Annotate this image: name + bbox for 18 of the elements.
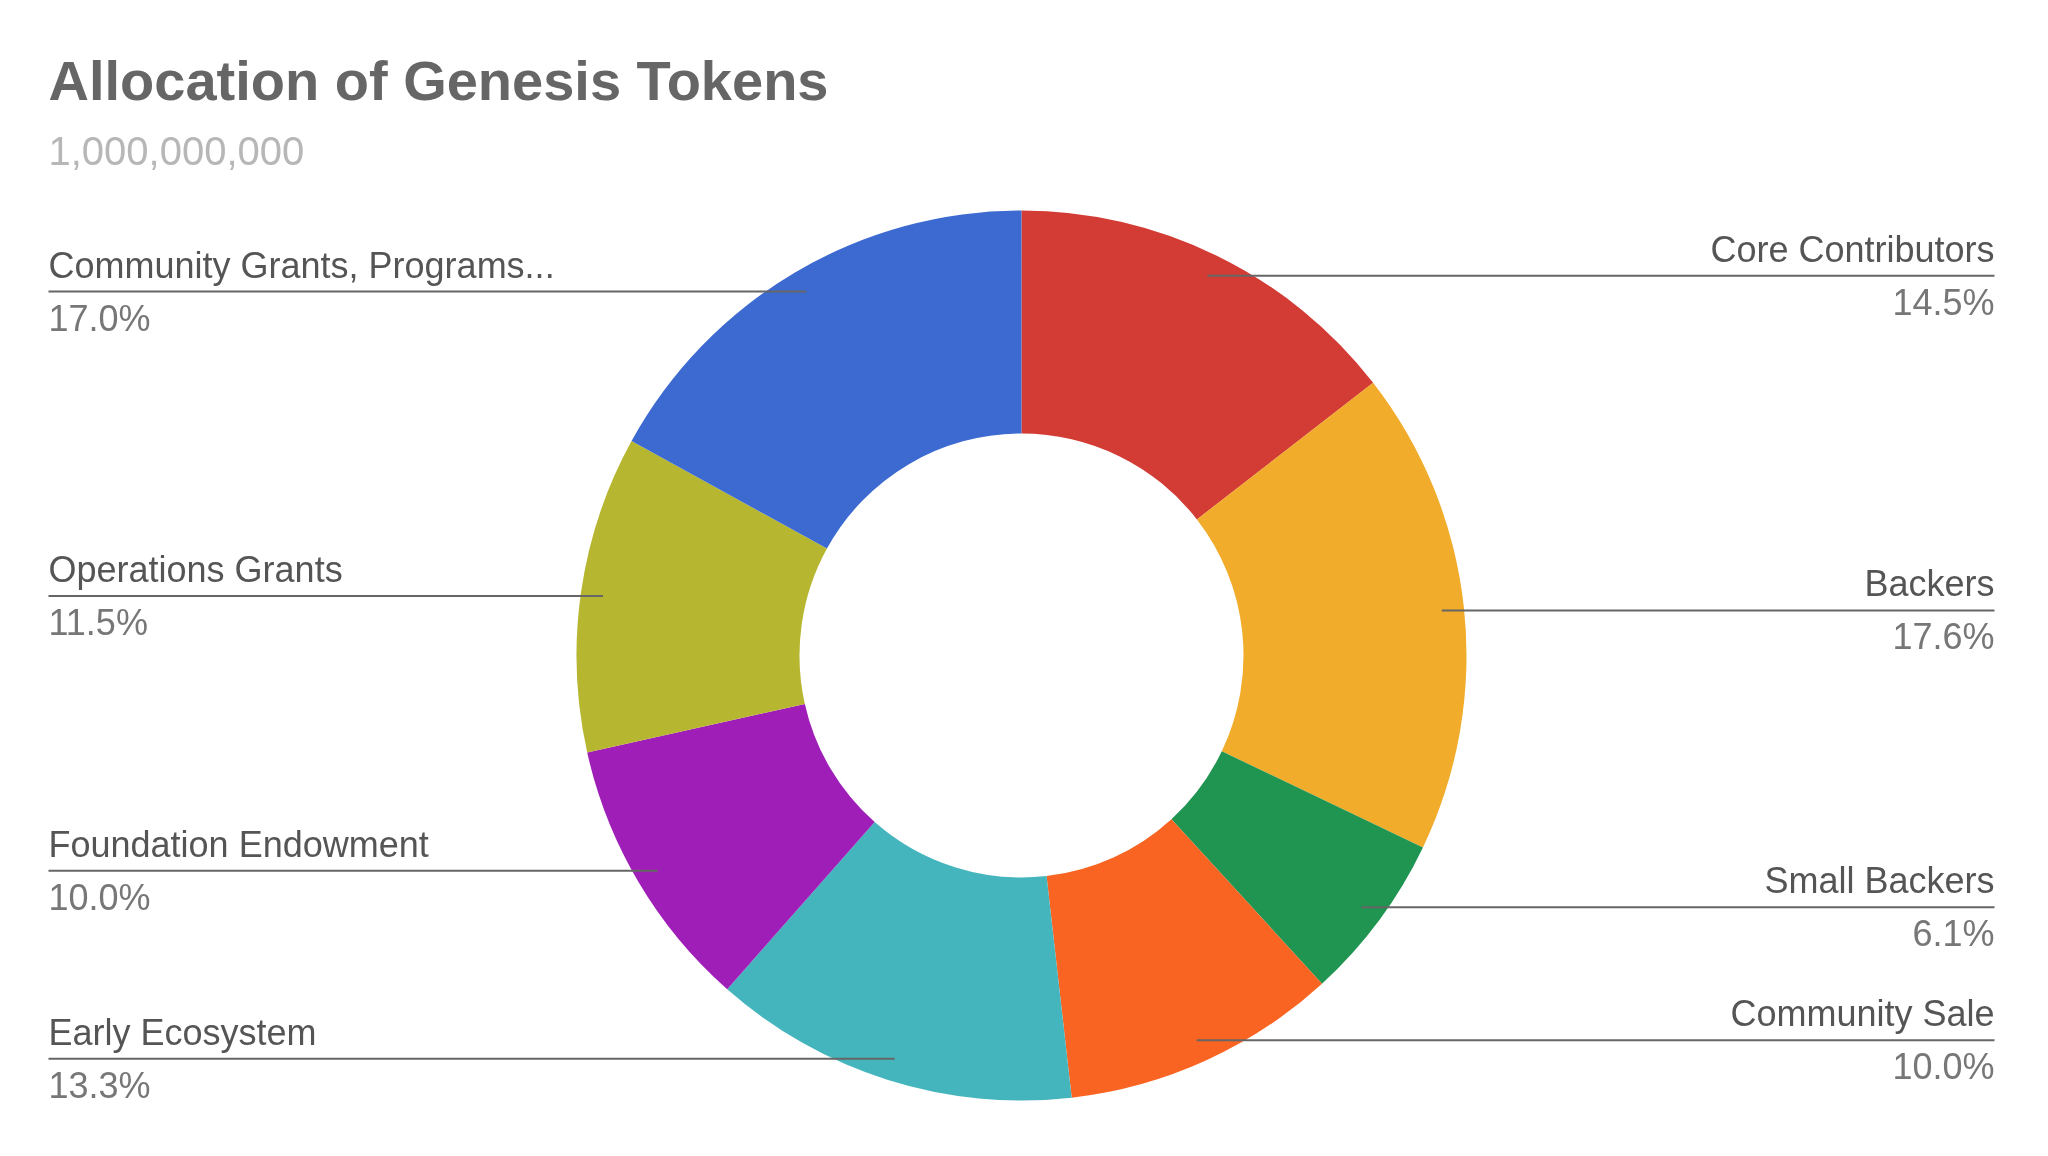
- slice-label: Backers: [1864, 563, 1995, 605]
- slice-label: Early Ecosystem: [48, 1011, 317, 1053]
- data-label: 6.1%: [1912, 913, 1995, 955]
- data-label: 17.6%: [1892, 616, 1995, 658]
- data-label: 17.0%: [48, 297, 151, 339]
- data-label: 14.5%: [1892, 281, 1995, 323]
- slice-label: Small Backers: [1764, 860, 1995, 902]
- data-label: 13.3%: [48, 1064, 151, 1106]
- slice-label: Community Sale: [1730, 993, 1995, 1035]
- data-label: 10.0%: [1892, 1046, 1995, 1088]
- chart-title: Allocation of Genesis Tokens: [48, 49, 829, 112]
- slice-label: Community Grants, Programs...: [48, 244, 555, 286]
- data-label: 11.5%: [48, 601, 148, 643]
- chart-subtitle: 1,000,000,000: [48, 128, 305, 173]
- slice-label: Foundation Endowment: [48, 823, 429, 865]
- data-label: 10.0%: [48, 876, 151, 918]
- slice-label: Operations Grants: [48, 548, 343, 590]
- slice-label: Core Contributors: [1710, 228, 1995, 270]
